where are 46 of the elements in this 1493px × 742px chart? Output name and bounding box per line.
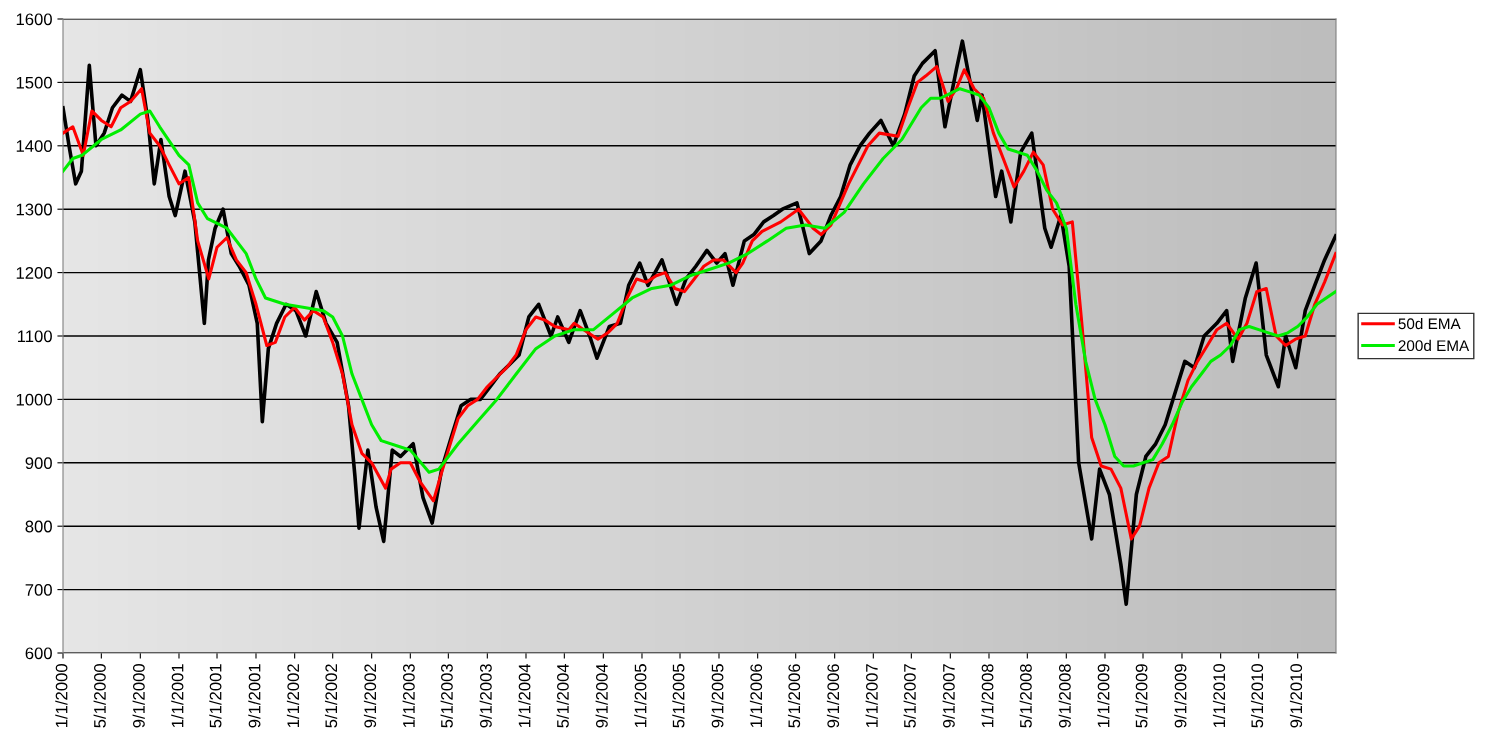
y-tick-label: 1100 [18, 330, 52, 343]
y-tick-label: 900 [25, 457, 52, 469]
x-tick-label: 5/1/2010 [1250, 664, 1264, 728]
y-tick-label: 600 [25, 647, 52, 660]
x-tick-label: 1/1/2000 [55, 664, 68, 728]
x-tick-label: 5/1/2008 [1019, 664, 1032, 728]
x-tick-label: 9/1/2004 [595, 663, 608, 728]
x-tick-label: 1/1/2003 [402, 664, 415, 728]
x-tick-label: 1/1/2001 [171, 664, 184, 728]
x-tick-label: 9/1/2009 [1174, 664, 1187, 728]
x-tick-label: 9/1/2001 [248, 664, 261, 728]
x-tick-label: 5/1/2001 [209, 664, 222, 728]
y-tick-label: 1600 [16, 13, 52, 26]
x-tick-label: 9/1/2006 [826, 664, 840, 728]
x-tick-label: 5/1/2005 [672, 664, 685, 728]
y-tick-label: 1300 [16, 203, 52, 216]
x-tick-label: 9/1/2005 [711, 664, 724, 728]
legend-label: 200d EMA [1398, 339, 1470, 352]
x-tick-label: 9/1/2007 [942, 664, 955, 728]
x-tick-label: 1/1/2007 [865, 664, 878, 728]
y-tick-label: 1400 [16, 140, 52, 152]
x-tick-label: 1/1/2002 [286, 664, 300, 728]
x-tick-label: 5/1/2009 [1135, 664, 1148, 728]
y-tick-label: 800 [25, 520, 52, 533]
x-tick-label: 5/1/2000 [93, 664, 106, 728]
x-tick-label: 1/1/2010 [1212, 664, 1226, 728]
x-tick-label: 5/1/2002 [324, 664, 338, 728]
x-tick-label: 5/1/2003 [440, 664, 453, 728]
y-tick-label: 700 [25, 584, 52, 596]
x-tick-label: 5/1/2006 [787, 664, 801, 728]
x-tick-label: 9/1/2002 [363, 664, 377, 728]
x-tick-label: 1/1/2006 [749, 664, 763, 728]
y-tick-label: 1500 [16, 76, 52, 89]
y-tick-label: 1200 [16, 267, 52, 279]
x-tick-label: 1/1/2009 [1097, 664, 1110, 728]
x-tick-label: 1/1/2008 [981, 664, 994, 728]
x-tick-label: 9/1/2003 [479, 664, 492, 728]
x-tick-label: 1/1/2004 [518, 663, 531, 728]
x-tick-label: 9/1/2008 [1058, 664, 1071, 728]
x-tick-label: 9/1/2010 [1289, 664, 1303, 728]
x-tick-label: 9/1/2000 [132, 664, 145, 728]
x-tick-label: 1/1/2005 [634, 664, 647, 728]
x-tick-label: 5/1/2007 [903, 664, 916, 728]
x-tick-label: 5/1/2004 [556, 663, 569, 728]
legend-label: 50d EMA [1398, 317, 1461, 330]
y-tick-label: 1000 [16, 393, 52, 406]
